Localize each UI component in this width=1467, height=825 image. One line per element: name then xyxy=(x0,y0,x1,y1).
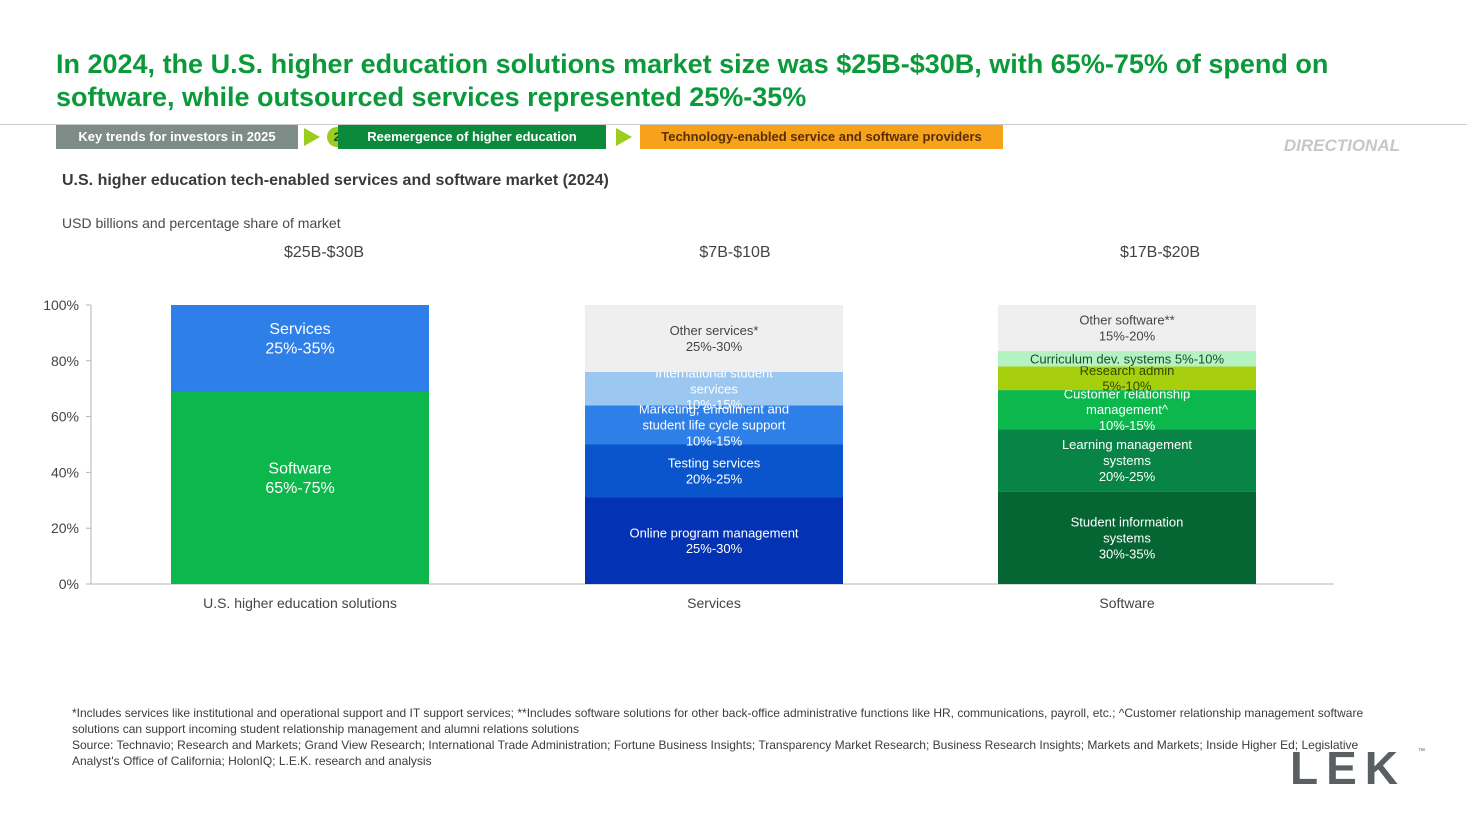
breadcrumb-step-2[interactable]: Reemergence of higher education xyxy=(338,125,606,149)
y-tick-label: 40% xyxy=(51,464,79,480)
segment-label: Software 65%-75% xyxy=(265,461,334,498)
segment-label: Learning management systems 20%-25% xyxy=(1062,437,1192,484)
segment-label: Other services* 25%-30% xyxy=(670,323,759,354)
footnote-definitions: *Includes services like institutional an… xyxy=(72,706,1364,736)
y-tick-label: 0% xyxy=(59,576,79,592)
bar-segment xyxy=(171,391,429,584)
chevron-right-icon xyxy=(616,128,632,146)
bar-total-label: $17B-$20B xyxy=(1120,244,1200,261)
segment-label: Research admin 5%-10% xyxy=(1080,363,1175,394)
logo-text: LEK xyxy=(1290,744,1406,788)
segment-label: Services 25%-35% xyxy=(265,321,334,358)
segment-label: Other software** 15%-20% xyxy=(1079,313,1174,344)
lek-logo: LEK ™ xyxy=(1290,744,1425,788)
bar-segment xyxy=(998,366,1256,391)
footnotes: *Includes services like institutional an… xyxy=(72,705,1392,769)
chevron-right-icon xyxy=(304,128,320,146)
x-category-label: Services xyxy=(687,595,741,611)
bar-segment xyxy=(585,305,843,372)
footnote-sources: Source: Technavio; Research and Markets;… xyxy=(72,738,1359,768)
y-tick-label: 80% xyxy=(51,353,79,369)
bar-segment xyxy=(585,371,843,406)
bar-total-label: $25B-$30B xyxy=(284,244,364,261)
header-divider xyxy=(0,124,1467,125)
bar-segment xyxy=(998,429,1256,492)
bar-segment xyxy=(171,305,429,392)
x-category-label: U.S. higher education solutions xyxy=(203,595,397,611)
segment-label: Testing services 20%-25% xyxy=(668,456,761,487)
chart-subtitle: USD billions and percentage share of mar… xyxy=(62,215,341,231)
bar-segment xyxy=(998,491,1256,584)
breadcrumb-step-1[interactable]: Key trends for investors in 2025 xyxy=(56,125,298,149)
directional-label: DIRECTIONAL xyxy=(1283,136,1400,155)
bar-segment xyxy=(585,497,843,584)
bar-segment xyxy=(998,390,1256,430)
bar-total-label: $7B-$10B xyxy=(699,244,770,261)
x-category-label: Software xyxy=(1099,595,1154,611)
bar-segment xyxy=(998,305,1256,352)
y-tick-label: 100% xyxy=(43,297,79,313)
segment-label: Online program management 25%-30% xyxy=(629,525,798,556)
y-tick-label: 20% xyxy=(51,520,79,536)
chart-title: U.S. higher education tech-enabled servi… xyxy=(62,172,609,189)
segment-label: Curriculum dev. systems 5%-10% xyxy=(1030,351,1225,366)
bar-segment xyxy=(585,405,843,445)
bar-segment xyxy=(585,444,843,498)
headline: In 2024, the U.S. higher education solut… xyxy=(56,49,1329,112)
breadcrumb-step-3[interactable]: Technology-enabled service and software … xyxy=(640,125,1003,149)
stacked-bar-chart: 0% 20% 40% 60% 80% 100% Software 65%-75% Service… xyxy=(43,244,1334,611)
y-tick-label: 60% xyxy=(51,409,79,425)
logo-trademark: ™ xyxy=(1418,748,1425,755)
segment-label: Student information systems 30%-35% xyxy=(1071,515,1184,562)
bar-segment xyxy=(998,351,1256,367)
